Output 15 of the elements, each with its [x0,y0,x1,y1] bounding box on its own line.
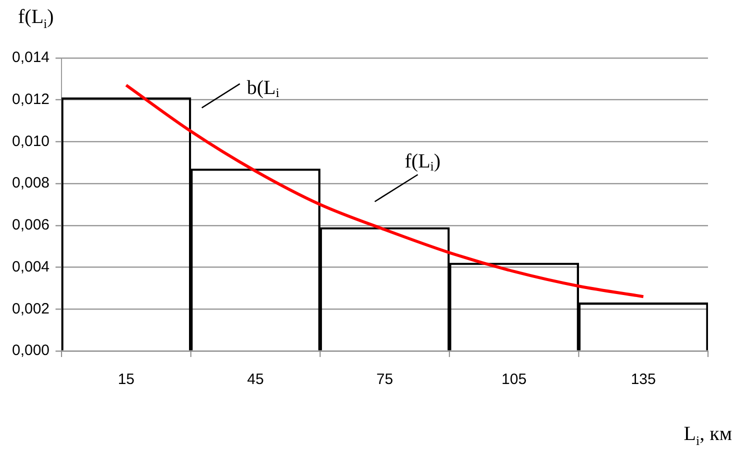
y-tick-label: 0,010 [12,132,50,150]
y-tick-label: 0,002 [12,300,50,318]
x-tick-label: 45 [247,371,264,388]
y-tick-label: 0,004 [12,258,50,276]
y-tick-label: 0,006 [12,216,50,234]
y-tick-label: 0,008 [12,174,50,192]
x-tick-label: 75 [376,371,394,388]
x-tick-label: 105 [502,371,527,388]
y-tick-label: 0,014 [12,49,50,66]
y-tick-label: 0,012 [12,91,50,108]
y-tick-label: 0,000 [12,342,50,360]
y-axis-title: f(L$_{i}$) [18,6,54,32]
x-tick-label: 135 [630,371,656,388]
x-axis-title: L$_{i}$, км [684,423,732,449]
x-tick-label: 15 [118,371,135,388]
